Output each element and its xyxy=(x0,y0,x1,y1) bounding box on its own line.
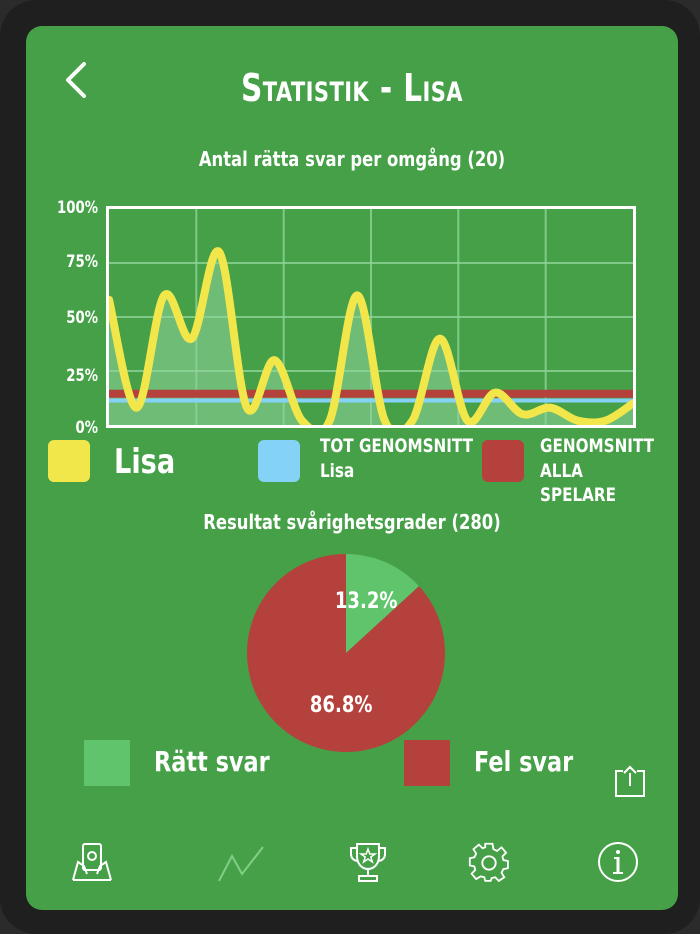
legend-swatch-correct xyxy=(84,740,130,786)
legend-label-avg-all-line2: ALLA SPELARE xyxy=(540,459,617,507)
legend-swatch-avg-player xyxy=(258,440,300,482)
settings-icon[interactable] xyxy=(468,841,510,883)
y-tick-label: 25% xyxy=(66,366,98,386)
y-tick-label: 75% xyxy=(66,252,98,272)
legend-label-correct: Rätt svar xyxy=(154,745,270,778)
legend-label-avg-player: TOT GENOMSNITT Lisa xyxy=(320,434,473,483)
stats-icon[interactable] xyxy=(216,844,266,884)
legend-label-avg-all-line1: GENOMSNITT xyxy=(540,435,655,457)
legend-label-avg-player-line1: TOT GENOMSNITT xyxy=(320,435,473,457)
pie-chart xyxy=(247,554,445,752)
player-line xyxy=(106,247,636,428)
y-tick-label: 100% xyxy=(57,198,98,218)
share-icon[interactable] xyxy=(613,764,647,798)
pie-chart-title: Resultat svårighetsgrader (280) xyxy=(203,510,501,534)
legend-label-avg-all: GENOMSNITT ALLA SPELARE xyxy=(540,434,654,508)
legend-swatch-avg-all xyxy=(482,440,524,482)
page-title: Statistik - Lisa xyxy=(240,66,464,110)
pie-label-wrong: 86.8% xyxy=(309,693,373,718)
legend-swatch-wrong xyxy=(404,740,450,786)
legend-label-wrong: Fel svar xyxy=(474,745,574,778)
y-tick-label: 50% xyxy=(66,308,98,328)
chart-border xyxy=(106,206,636,428)
pie-slice-correct xyxy=(346,554,420,653)
players-icon[interactable] xyxy=(70,840,114,884)
info-icon[interactable] xyxy=(596,840,640,884)
line-chart xyxy=(106,206,636,428)
back-chevron-icon[interactable] xyxy=(62,60,92,100)
pie-label-correct: 13.2% xyxy=(334,589,398,614)
legend-swatch-player xyxy=(48,440,90,482)
line-chart-title: Antal rätta svar per omgång (20) xyxy=(198,147,506,171)
legend-label-player: Lisa xyxy=(114,442,176,482)
legend-label-avg-player-line2: Lisa xyxy=(320,459,355,482)
y-tick-label: 0% xyxy=(75,418,98,438)
stats-screen: Statistik - Lisa Antal rätta svar per om… xyxy=(26,26,678,910)
trophy-icon[interactable] xyxy=(348,840,388,884)
pie-slice-wrong xyxy=(247,554,445,752)
